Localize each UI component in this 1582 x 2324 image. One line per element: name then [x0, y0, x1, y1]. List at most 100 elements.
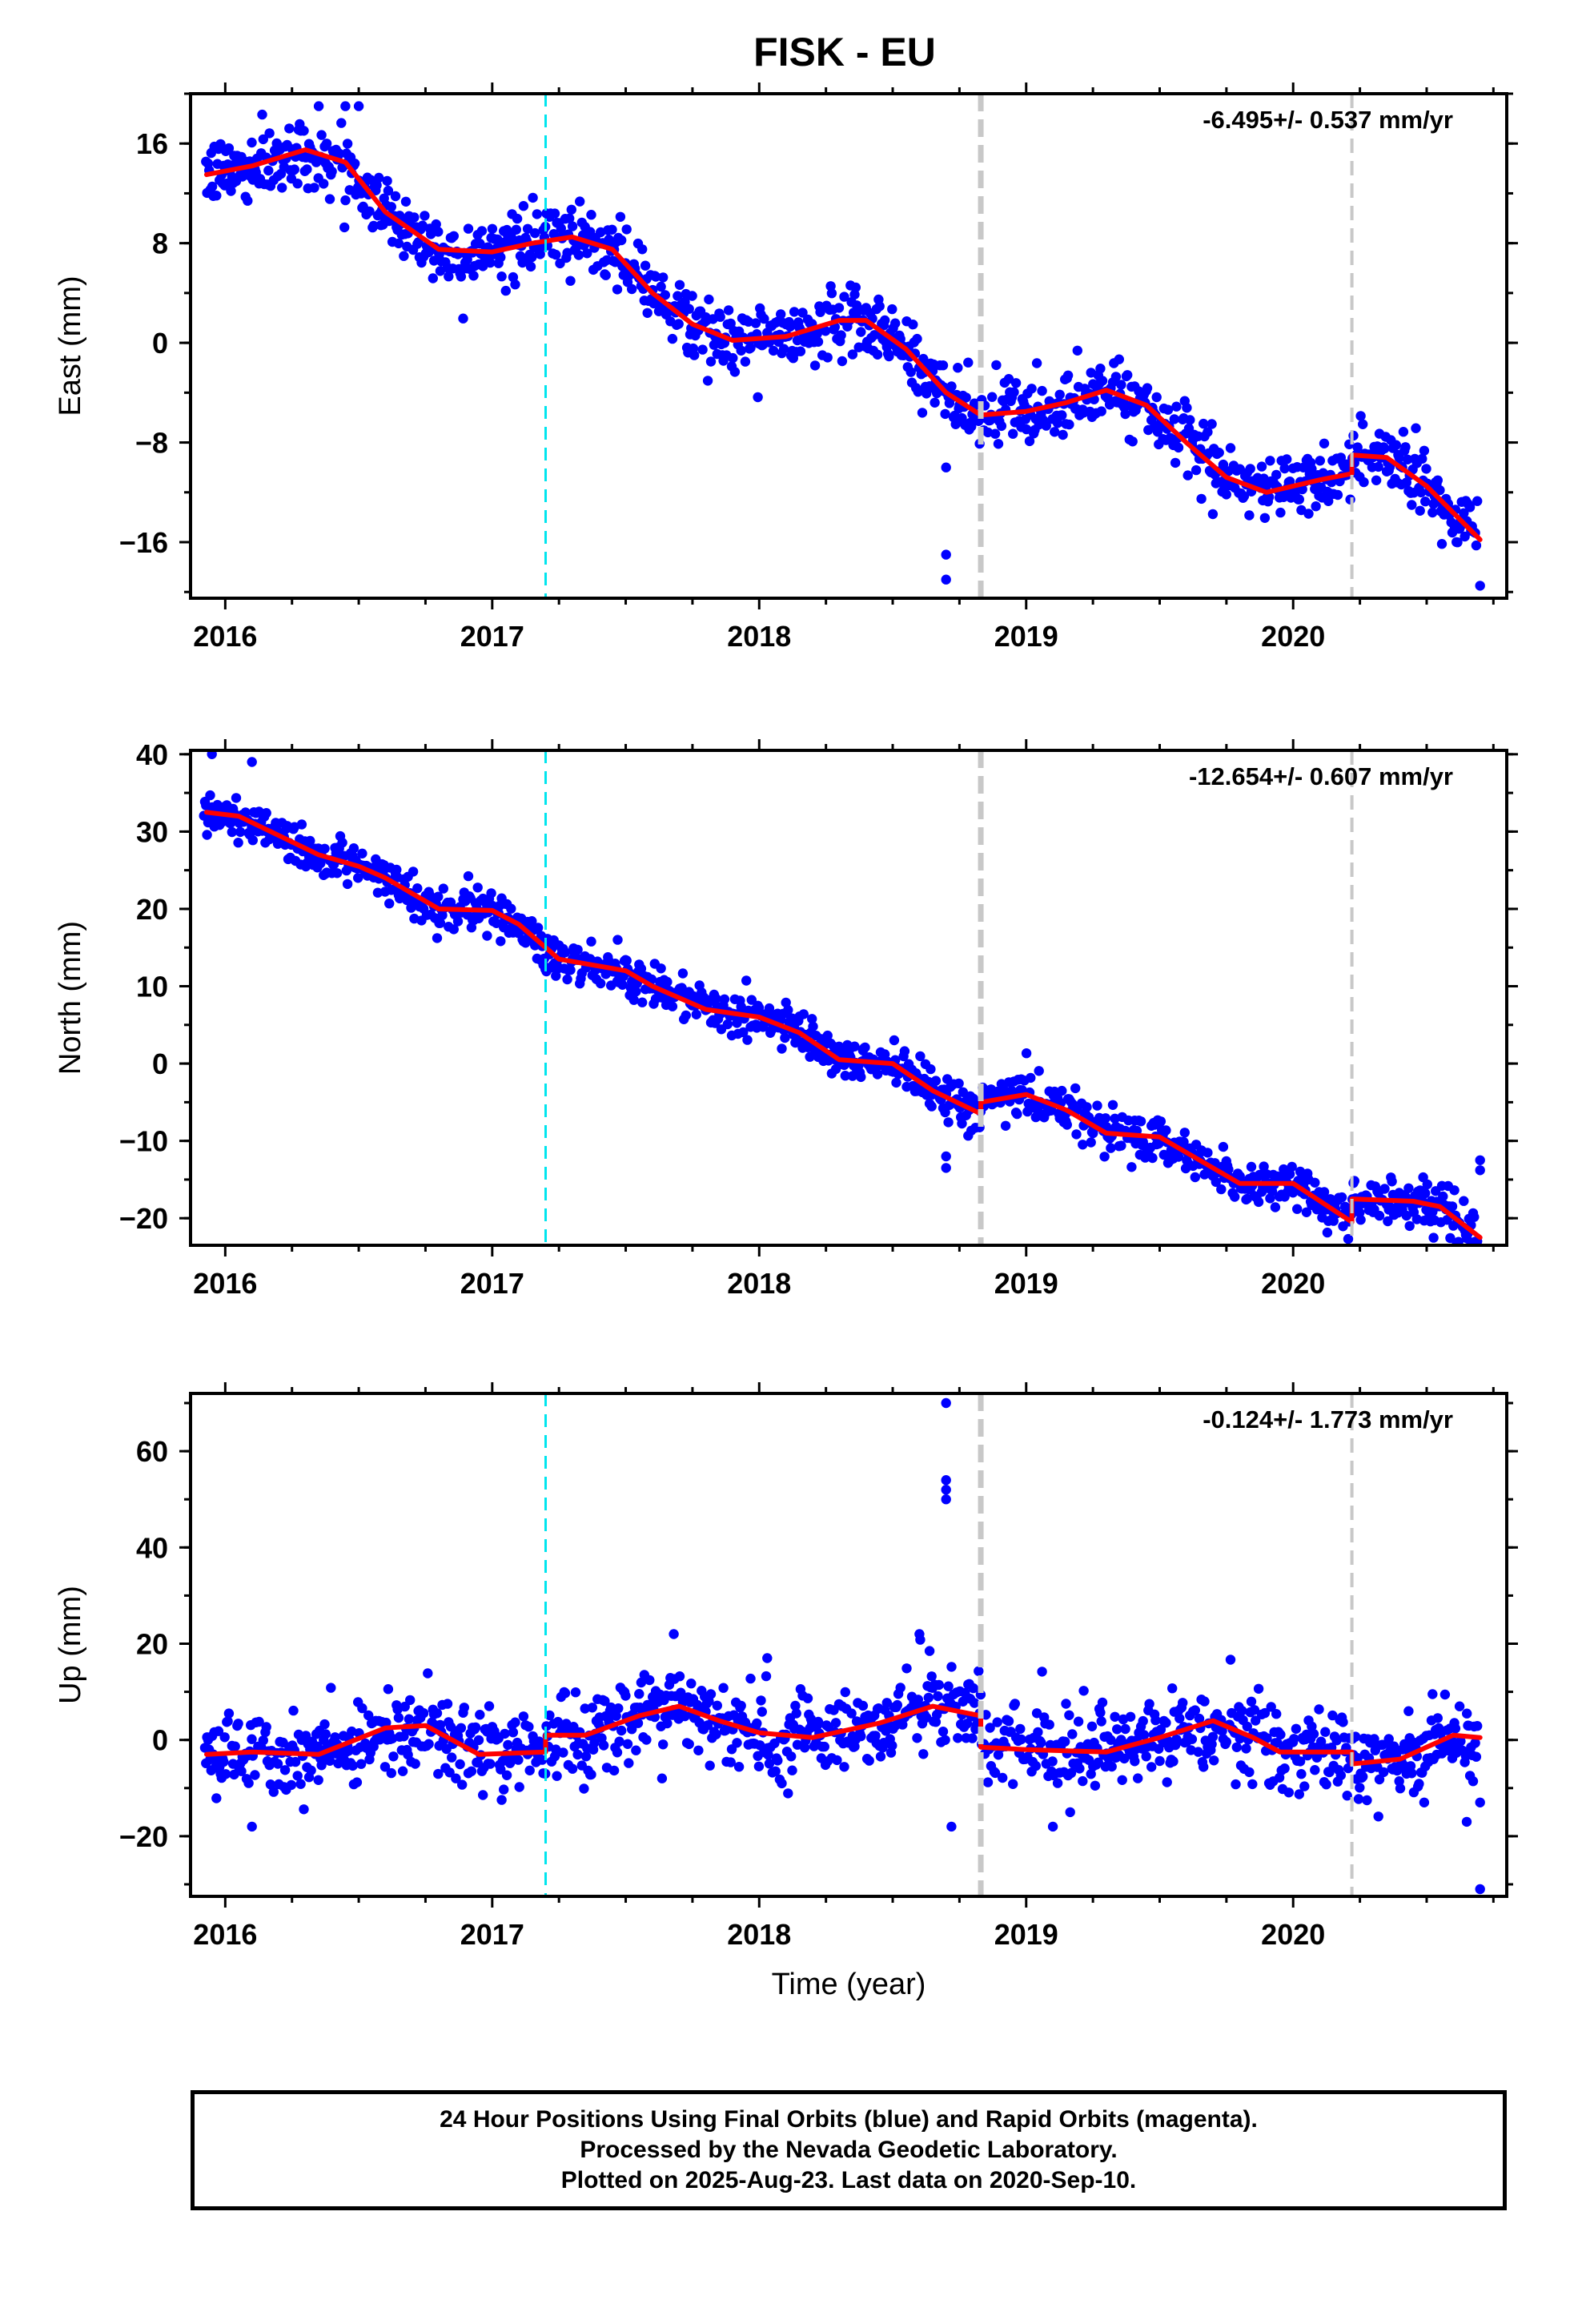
data-point	[611, 1711, 621, 1721]
data-point	[1359, 476, 1369, 488]
data-point	[1391, 440, 1402, 450]
data-point	[856, 1731, 866, 1742]
data-point	[264, 128, 275, 139]
data-point	[475, 1710, 485, 1720]
data-point	[1144, 1699, 1154, 1709]
data-point	[1279, 492, 1289, 502]
outlier-point	[941, 549, 951, 560]
data-point	[636, 963, 647, 974]
data-point	[1173, 442, 1184, 453]
data-point	[1127, 436, 1138, 447]
data-point	[399, 251, 409, 261]
data-point	[847, 349, 858, 360]
data-point	[1138, 1730, 1150, 1740]
data-point	[938, 1727, 949, 1737]
data-point	[412, 883, 423, 894]
data-point	[1419, 445, 1430, 456]
data-point	[1230, 1192, 1240, 1202]
data-point	[1191, 464, 1202, 476]
data-point	[327, 166, 337, 177]
data-point	[915, 1051, 926, 1062]
data-point	[459, 1703, 469, 1713]
data-point	[1194, 1713, 1205, 1724]
data-point	[1404, 1220, 1415, 1232]
data-point	[321, 139, 332, 149]
data-point	[802, 1693, 813, 1703]
data-point	[1003, 1716, 1014, 1727]
data-point	[410, 1759, 420, 1769]
data-point	[435, 918, 446, 928]
data-point	[622, 1739, 633, 1749]
data-point	[943, 1681, 954, 1691]
data-point	[992, 1717, 1002, 1727]
data-point	[1110, 1711, 1120, 1722]
y-tick-label: 10	[136, 971, 168, 1003]
data-point	[530, 227, 540, 239]
data-point	[388, 1751, 399, 1762]
data-point	[826, 288, 837, 299]
data-point	[496, 271, 507, 282]
data-point	[776, 309, 786, 320]
data-point	[1154, 1755, 1165, 1767]
data-point	[887, 304, 897, 315]
data-point	[1182, 470, 1193, 480]
data-point	[1057, 410, 1067, 420]
data-point	[1343, 1233, 1354, 1244]
data-point	[1036, 1737, 1046, 1748]
data-point	[1310, 1765, 1320, 1775]
data-point	[1415, 505, 1425, 516]
data-point	[336, 118, 347, 128]
data-point	[905, 367, 916, 377]
data-point	[324, 194, 335, 204]
data-point	[1095, 1707, 1106, 1718]
data-point	[732, 1018, 742, 1028]
data-point	[468, 271, 479, 281]
data-point	[1319, 438, 1330, 448]
data-point	[1387, 1176, 1397, 1187]
data-point	[1060, 1736, 1070, 1747]
data-point	[777, 1043, 787, 1054]
data-point	[1256, 461, 1267, 472]
fit-line	[204, 810, 1483, 1240]
data-point	[564, 213, 575, 223]
x-tick-label: 2020	[1261, 1267, 1325, 1300]
data-point	[350, 159, 360, 169]
data-point	[1110, 372, 1122, 382]
data-point	[1062, 370, 1074, 380]
data-point	[940, 408, 950, 420]
data-point	[656, 963, 666, 974]
data-point	[433, 227, 444, 237]
data-point	[320, 1729, 331, 1739]
data-point	[881, 1698, 893, 1708]
data-point	[1095, 364, 1106, 374]
data-point	[1223, 1164, 1234, 1175]
data-point	[586, 1769, 596, 1780]
data-point	[473, 1735, 484, 1746]
data-point	[968, 1683, 979, 1694]
y-tick-label: −10	[119, 1125, 168, 1158]
data-point	[1078, 1775, 1088, 1787]
data-point	[1171, 401, 1182, 412]
data-point	[420, 211, 430, 221]
data-point	[1026, 384, 1037, 394]
data-point	[444, 1767, 455, 1778]
data-point	[1142, 383, 1153, 393]
outlier-point	[612, 935, 623, 945]
data-point	[837, 356, 848, 367]
data-point	[572, 944, 583, 955]
data-point	[704, 294, 714, 305]
data-point	[1071, 1129, 1082, 1140]
data-point	[1472, 1721, 1483, 1731]
data-point	[1287, 1161, 1297, 1172]
data-point	[1259, 1161, 1269, 1172]
outlier-point	[941, 1475, 951, 1486]
data-point	[1355, 1215, 1366, 1225]
data-point	[773, 1755, 783, 1766]
data-point	[691, 1009, 701, 1020]
figure-title: FISK - EU	[753, 30, 936, 74]
data-point	[1119, 1753, 1130, 1764]
data-point	[1459, 508, 1469, 518]
data-point	[1078, 1140, 1088, 1150]
data-point	[740, 356, 751, 367]
data-point	[1218, 1141, 1229, 1152]
